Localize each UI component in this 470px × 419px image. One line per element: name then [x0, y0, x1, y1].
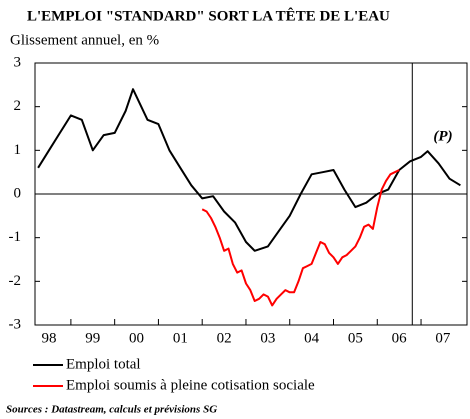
x-tick-label: 02 — [217, 330, 232, 346]
x-tick-label: 00 — [129, 330, 144, 346]
legend-label: Emploi soumis à pleine cotisation social… — [66, 377, 315, 393]
x-tick-label: 99 — [85, 330, 100, 346]
series-line — [37, 88, 461, 252]
series-line — [201, 169, 400, 307]
y-tick-label: 1 — [14, 142, 22, 158]
y-tick-label: 2 — [14, 98, 22, 114]
source-note: Sources : Datastream, calculs et prévisi… — [6, 404, 217, 416]
x-tick-label: 06 — [392, 330, 408, 346]
y-tick-label: -3 — [9, 316, 22, 332]
x-tick-label: 03 — [260, 330, 275, 346]
chart-subtitle: Glissement annuel, en % — [10, 32, 159, 48]
legend-label: Emploi total — [66, 356, 141, 372]
y-tick-label: -1 — [9, 229, 22, 245]
x-tick-label: 01 — [173, 330, 188, 346]
x-tick-label: 98 — [42, 330, 57, 346]
y-tick-label: -2 — [9, 273, 22, 289]
chart-title: L'EMPLOI "STANDARD" SORT LA TÊTE DE L'EA… — [27, 7, 390, 24]
y-tick-label: 3 — [14, 54, 22, 70]
x-tick-label: 04 — [304, 330, 320, 346]
y-tick-label: 0 — [14, 185, 22, 201]
x-tick-label: 07 — [435, 330, 451, 346]
x-tick-label: 05 — [348, 330, 363, 346]
annotation: (P) — [433, 128, 452, 144]
